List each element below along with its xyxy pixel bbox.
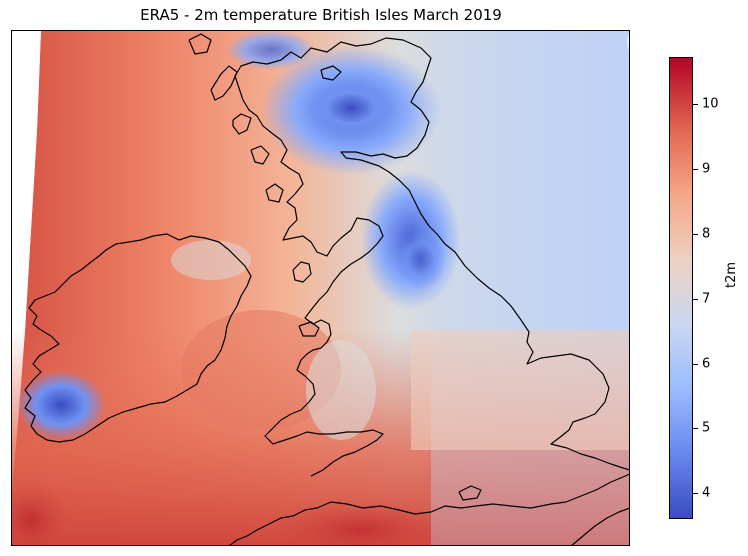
colorbar-tick: [693, 364, 698, 365]
colorbar-tick-label: 9: [702, 161, 711, 177]
colorbar-tick: [693, 428, 698, 429]
colorbar-tick: [693, 169, 698, 170]
colorbar-tick-label: 5: [702, 420, 711, 436]
colorbar-tick: [693, 299, 698, 300]
colorbar-tick-label: 6: [702, 356, 711, 372]
colorbar-tick: [693, 234, 698, 235]
cold-south-west-ireland: [16, 370, 106, 440]
colorbar-tick-label: 7: [702, 291, 711, 307]
temperature-map: [11, 30, 630, 546]
colorbar: [669, 57, 693, 519]
colorbar-tick-label: 4: [702, 485, 711, 501]
colorbar-tick-label: 8: [702, 226, 711, 242]
colorbar-tick: [693, 493, 698, 494]
colorbar-label: t2m: [724, 261, 739, 288]
coastline: [24, 33, 630, 546]
colorbar-tick-label: 10: [702, 96, 719, 112]
colorbar-tick: [693, 104, 698, 105]
map-title: ERA5 - 2m temperature British Isles Marc…: [140, 6, 502, 24]
